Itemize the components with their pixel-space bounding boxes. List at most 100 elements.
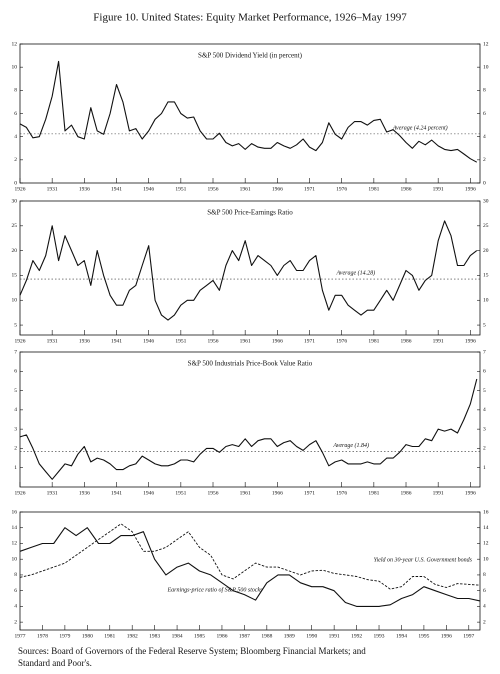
x-tick-label: 1981	[104, 633, 115, 639]
y-tick-label: 10	[483, 556, 489, 562]
x-tick-label: 1978	[37, 633, 48, 639]
x-tick-label: 1997	[463, 633, 474, 639]
x-tick-label: 1926	[15, 186, 26, 192]
y-tick-label: 1	[483, 465, 486, 471]
x-tick-label: 1987	[239, 633, 250, 639]
x-tick-label: 1976	[336, 186, 347, 192]
y-tick-label: 4	[14, 134, 17, 140]
y-tick-label: 25	[12, 223, 18, 229]
y-tick-label: 15	[12, 273, 18, 279]
plot-frame	[19, 43, 481, 184]
y-tick-label: 2	[14, 446, 17, 452]
y-tick-label: 10	[12, 298, 18, 304]
y-tick-label: 14	[483, 525, 489, 531]
y-tick-label: 4	[483, 604, 486, 610]
x-tick-label: 1971	[304, 186, 315, 192]
y-tick-label: 2	[483, 619, 486, 625]
x-tick-label: 1996	[441, 633, 452, 639]
y-tick-label: 6	[14, 111, 17, 117]
y-tick-label: 5	[483, 322, 486, 328]
x-tick-label: 1951	[175, 186, 186, 192]
series-label: Earnings-price ratio of S&P 500 stocks	[166, 586, 263, 593]
x-tick-label: 1981	[368, 338, 379, 344]
y-tick-label: 4	[483, 407, 486, 413]
x-tick-label: 1993	[374, 633, 385, 639]
x-tick-label: 1990	[306, 633, 317, 639]
data-line	[19, 523, 481, 590]
y-tick-label: 16	[12, 509, 18, 515]
data-line	[19, 527, 481, 607]
y-tick-label: 5	[14, 322, 17, 328]
x-tick-label: 1931	[47, 490, 58, 496]
x-tick-label: 1941	[111, 338, 122, 344]
y-tick-label: 2	[14, 619, 17, 625]
series-label: Yield on 30-year U.S. Government bonds	[374, 557, 473, 563]
plot-frame	[19, 200, 481, 336]
chart-title: S&P 500 Industrials Price-Book Value Rat…	[188, 360, 313, 368]
y-tick-label: 20	[483, 248, 489, 254]
source-line: Standard and Poor's.	[18, 658, 92, 668]
x-tick-label: 1966	[272, 490, 283, 496]
x-tick-label: 1991	[433, 490, 444, 496]
average-label: Average (14.28)	[335, 269, 375, 276]
y-tick-label: 6	[483, 369, 486, 375]
x-tick-label: 1983	[149, 633, 160, 639]
x-tick-label: 1985	[194, 633, 205, 639]
x-tick-label: 1981	[368, 186, 379, 192]
average-label: Average (4.24 percent)	[392, 124, 448, 131]
y-tick-label: 3	[14, 426, 17, 432]
y-tick-label: 8	[14, 572, 17, 578]
y-tick-label: 10	[483, 64, 489, 70]
x-tick-label: 1956	[208, 186, 219, 192]
y-tick-label: 6	[14, 588, 17, 594]
x-tick-label: 1936	[79, 186, 90, 192]
x-tick-label: 1951	[175, 338, 186, 344]
y-tick-label: 30	[12, 198, 18, 204]
y-tick-label: 8	[483, 572, 486, 578]
x-tick-label: 1956	[208, 490, 219, 496]
x-tick-label: 1986	[216, 633, 227, 639]
x-tick-label: 1992	[351, 633, 362, 639]
y-tick-label: 7	[483, 349, 486, 355]
x-tick-label: 1941	[111, 186, 122, 192]
chart-title: S&P 500 Dividend Yield (in percent)	[198, 52, 303, 60]
x-tick-label: 1936	[79, 338, 90, 344]
x-tick-label: 1989	[284, 633, 295, 639]
x-tick-label: 1976	[336, 490, 347, 496]
x-tick-label: 1982	[127, 633, 138, 639]
x-tick-label: 1991	[329, 633, 340, 639]
y-tick-label: 10	[12, 64, 18, 70]
x-tick-label: 1979	[59, 633, 70, 639]
x-tick-label: 1966	[272, 186, 283, 192]
x-tick-label: 1961	[240, 338, 251, 344]
x-tick-label: 1926	[15, 338, 26, 344]
x-tick-label: 1980	[82, 633, 93, 639]
x-tick-label: 1971	[304, 338, 315, 344]
y-tick-label: 5	[14, 388, 17, 394]
y-tick-label: 8	[14, 88, 17, 94]
x-tick-label: 1971	[304, 490, 315, 496]
x-tick-label: 1991	[433, 186, 444, 192]
y-tick-label: 6	[483, 588, 486, 594]
x-tick-label: 1931	[47, 338, 58, 344]
plot-frame	[19, 511, 481, 631]
x-tick-label: 1981	[368, 490, 379, 496]
y-tick-label: 14	[12, 525, 18, 531]
x-tick-label: 1976	[336, 338, 347, 344]
x-tick-label: 1986	[401, 186, 412, 192]
y-tick-label: 2	[14, 157, 17, 163]
x-tick-label: 1986	[401, 490, 412, 496]
x-tick-label: 1956	[208, 338, 219, 344]
x-tick-label: 1936	[79, 490, 90, 496]
y-tick-label: 4	[14, 407, 17, 413]
x-tick-label: 1961	[240, 490, 251, 496]
x-tick-label: 1984	[172, 633, 183, 639]
x-tick-label: 1941	[111, 490, 122, 496]
y-tick-label: 3	[483, 426, 486, 432]
y-tick-label: 16	[483, 509, 489, 515]
x-tick-label: 1966	[272, 338, 283, 344]
plot-frame	[19, 351, 481, 488]
x-tick-label: 1996	[465, 186, 476, 192]
data-line	[19, 220, 478, 321]
